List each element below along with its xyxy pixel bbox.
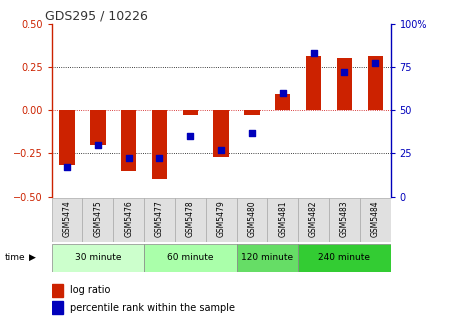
- Text: GSM5477: GSM5477: [155, 200, 164, 237]
- Bar: [144, 244, 237, 272]
- Text: log ratio: log ratio: [70, 285, 110, 295]
- Bar: [183, 110, 198, 115]
- Bar: [52, 198, 83, 242]
- Text: 60 minute: 60 minute: [167, 253, 214, 262]
- Text: GSM5482: GSM5482: [309, 200, 318, 237]
- Bar: [52, 244, 144, 272]
- Point: [94, 142, 101, 148]
- Text: GSM5480: GSM5480: [247, 200, 256, 237]
- Point: [279, 90, 286, 95]
- Bar: [206, 198, 237, 242]
- Point: [156, 156, 163, 161]
- Bar: [237, 244, 298, 272]
- Bar: [90, 110, 106, 145]
- Bar: [275, 94, 291, 110]
- Text: GDS295 / 10226: GDS295 / 10226: [45, 9, 148, 23]
- Text: GSM5474: GSM5474: [62, 200, 71, 237]
- Text: time: time: [4, 253, 25, 262]
- Bar: [298, 244, 391, 272]
- Point: [310, 50, 317, 56]
- Text: ▶: ▶: [29, 253, 36, 262]
- Bar: [52, 301, 63, 314]
- Bar: [113, 198, 144, 242]
- Point: [187, 133, 194, 139]
- Text: 30 minute: 30 minute: [75, 253, 121, 262]
- Bar: [306, 56, 321, 110]
- Text: GSM5484: GSM5484: [371, 200, 380, 237]
- Bar: [152, 110, 167, 179]
- Bar: [175, 198, 206, 242]
- Bar: [59, 110, 75, 165]
- Text: GSM5481: GSM5481: [278, 200, 287, 237]
- Point: [217, 147, 224, 153]
- Bar: [244, 110, 260, 115]
- Text: GSM5476: GSM5476: [124, 200, 133, 237]
- Text: GSM5478: GSM5478: [186, 200, 195, 237]
- Bar: [337, 58, 352, 110]
- Bar: [298, 198, 329, 242]
- Bar: [83, 198, 113, 242]
- Bar: [360, 198, 391, 242]
- Point: [125, 156, 132, 161]
- Text: GSM5483: GSM5483: [340, 200, 349, 237]
- Text: 240 minute: 240 minute: [318, 253, 370, 262]
- Bar: [237, 198, 267, 242]
- Bar: [267, 198, 298, 242]
- Bar: [368, 56, 383, 110]
- Text: 120 minute: 120 minute: [241, 253, 294, 262]
- Text: GSM5479: GSM5479: [216, 200, 226, 237]
- Text: GSM5475: GSM5475: [93, 200, 102, 237]
- Bar: [213, 110, 229, 157]
- Point: [372, 60, 379, 66]
- Bar: [329, 198, 360, 242]
- Point: [63, 164, 70, 170]
- Text: percentile rank within the sample: percentile rank within the sample: [70, 303, 235, 313]
- Bar: [52, 284, 63, 297]
- Point: [248, 130, 255, 135]
- Bar: [121, 110, 136, 171]
- Bar: [144, 198, 175, 242]
- Point: [341, 69, 348, 75]
